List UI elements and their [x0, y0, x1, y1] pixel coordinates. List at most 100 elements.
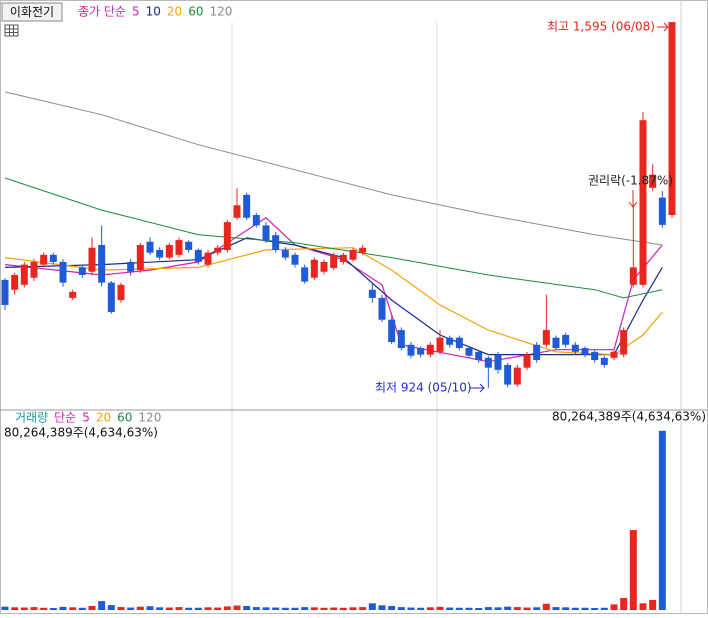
candle-body	[475, 351, 483, 361]
candle-body	[291, 254, 299, 265]
candle-body	[252, 215, 260, 226]
volume-bar	[484, 607, 492, 610]
volume-bar	[223, 606, 231, 610]
volume-bar	[349, 607, 357, 610]
legend-entry: 5	[82, 411, 90, 425]
volume-bar	[407, 607, 415, 610]
volume-bar	[20, 607, 28, 610]
volume-bar	[107, 605, 115, 610]
volume-bar	[562, 607, 570, 610]
volume-bar	[426, 607, 434, 610]
candle-body	[542, 330, 550, 345]
volume-bar	[513, 607, 521, 610]
legend-entry: 120	[138, 411, 161, 425]
volume-label: 80,264,389주(4,634,63%)	[4, 426, 158, 440]
legend-entry: 120	[209, 5, 232, 19]
volume-bar	[165, 607, 173, 610]
candle-body	[88, 247, 96, 272]
volume-bar	[649, 599, 657, 610]
candle-body	[40, 254, 48, 265]
moving-average	[4, 91, 663, 246]
volume-bar	[49, 607, 57, 610]
candle-body	[455, 337, 463, 349]
candle-body	[272, 235, 280, 250]
ex-rights-annotation: 권리락(-1.87%)	[588, 174, 673, 188]
stock-button[interactable]	[1, 2, 63, 22]
volume-bar	[465, 607, 473, 610]
candle-body	[552, 337, 560, 349]
candle-body	[165, 245, 173, 258]
candle-body	[571, 344, 579, 352]
candle-body	[349, 249, 357, 260]
moving-average	[4, 177, 663, 299]
candle-body	[1, 279, 9, 305]
volume-bar	[542, 603, 550, 610]
legend-entry: 5	[132, 5, 140, 19]
candle-body	[330, 254, 338, 268]
volume-bar	[368, 603, 376, 610]
legend-prefix: 종가 단순	[78, 5, 126, 19]
volume-bar	[301, 607, 309, 610]
volume-bar	[320, 607, 328, 610]
volume-bar	[30, 607, 38, 610]
high-arrow	[657, 22, 669, 32]
candle-body	[388, 319, 396, 343]
volume-bar	[127, 607, 135, 610]
candle-body	[156, 249, 164, 258]
volume-bar	[281, 607, 289, 610]
candle-body	[233, 205, 241, 218]
volume-bar	[417, 607, 425, 610]
volume-bar	[552, 607, 560, 610]
candle-body	[69, 291, 77, 298]
volume-bar	[378, 605, 386, 610]
candle-body	[175, 240, 183, 255]
volume-bar	[40, 607, 48, 610]
volume-bar	[455, 607, 463, 610]
candle-body	[20, 264, 28, 285]
volume-bar	[175, 607, 183, 610]
legend-entry: 20	[167, 5, 182, 19]
candle-body	[127, 261, 135, 272]
stock-name[interactable]: 이화전기	[10, 5, 54, 19]
volume-label: 80,264,389주(4,634,63%)	[552, 410, 706, 424]
legend-entry: 60	[117, 411, 132, 425]
candle-body	[591, 351, 599, 361]
volume-bar	[88, 605, 96, 610]
candle-body	[668, 22, 676, 216]
volume-bar	[1, 606, 9, 610]
candle-body	[301, 267, 309, 282]
volume-bar	[639, 603, 647, 610]
candle-body	[610, 351, 618, 358]
volume-bar	[194, 607, 202, 610]
volume-bar	[204, 607, 212, 610]
candle-body	[59, 261, 67, 283]
low-arrow	[470, 383, 485, 393]
moving-average	[4, 247, 663, 356]
candle-body	[368, 289, 376, 298]
volume-bar	[98, 601, 106, 610]
candle-body	[436, 337, 444, 352]
candle-body	[243, 194, 251, 218]
legend-entry: 60	[188, 5, 203, 19]
volume-bar	[591, 607, 599, 610]
volume-bar	[494, 607, 502, 610]
grid-icon[interactable]	[4, 24, 19, 37]
candle-body	[262, 225, 270, 241]
volume-bar	[233, 605, 241, 610]
candle-body	[417, 348, 425, 355]
volume-bar	[339, 607, 347, 610]
legend-prefix: 단순	[54, 411, 76, 425]
candle-body	[426, 344, 434, 355]
volume-bar	[262, 607, 270, 610]
candle-body	[30, 261, 38, 278]
volume-bar	[523, 607, 531, 610]
candle-body	[562, 334, 570, 345]
candle-body	[310, 259, 318, 278]
candle-body	[281, 249, 289, 258]
volume-bar	[436, 606, 444, 610]
candle-body	[320, 261, 328, 272]
volume-bar	[600, 607, 608, 610]
volume-bar	[117, 607, 125, 610]
